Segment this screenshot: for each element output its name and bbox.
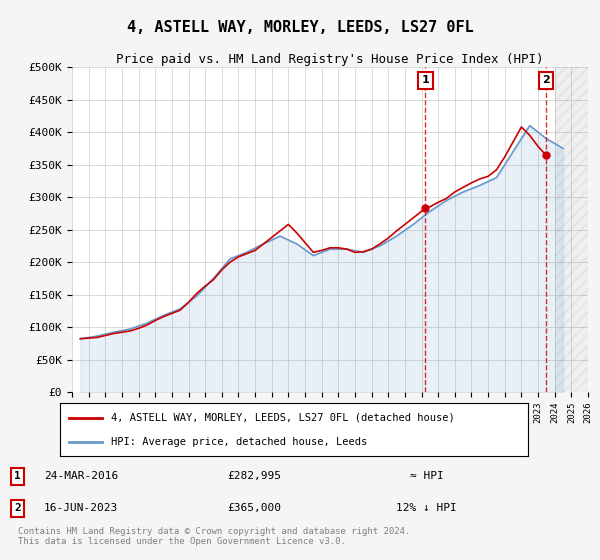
Text: £282,995: £282,995: [227, 471, 281, 481]
Text: 16-JUN-2023: 16-JUN-2023: [44, 503, 118, 514]
Bar: [555, 67, 588, 392]
Text: 24-MAR-2016: 24-MAR-2016: [44, 471, 118, 481]
Text: 4, ASTELL WAY, MORLEY, LEEDS, LS27 0FL (detached house): 4, ASTELL WAY, MORLEY, LEEDS, LS27 0FL (…: [112, 413, 455, 423]
Text: HPI: Average price, detached house, Leeds: HPI: Average price, detached house, Leed…: [112, 437, 368, 447]
Text: £365,000: £365,000: [227, 503, 281, 514]
Text: 12% ↓ HPI: 12% ↓ HPI: [397, 503, 457, 514]
Text: 1: 1: [14, 471, 21, 481]
Text: 2: 2: [14, 503, 21, 514]
Text: 2: 2: [542, 75, 550, 85]
Text: Contains HM Land Registry data © Crown copyright and database right 2024.
This d: Contains HM Land Registry data © Crown c…: [18, 526, 410, 546]
Text: 1: 1: [422, 75, 429, 85]
Text: 4, ASTELL WAY, MORLEY, LEEDS, LS27 0FL: 4, ASTELL WAY, MORLEY, LEEDS, LS27 0FL: [127, 20, 473, 35]
Text: ≈ HPI: ≈ HPI: [410, 471, 443, 481]
Title: Price paid vs. HM Land Registry's House Price Index (HPI): Price paid vs. HM Land Registry's House …: [116, 53, 544, 66]
